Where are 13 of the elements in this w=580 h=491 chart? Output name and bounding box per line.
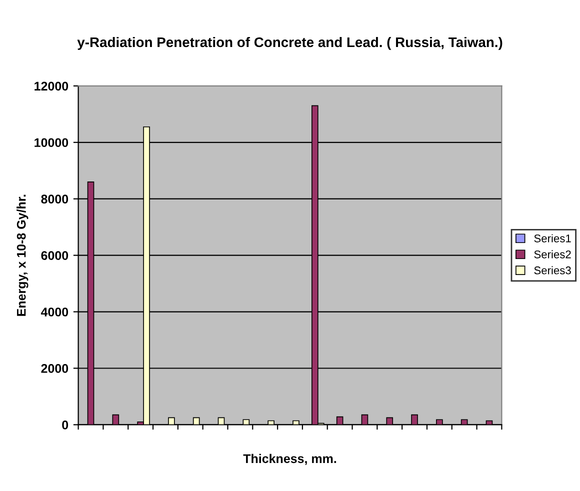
y-tick-label: 4000 <box>40 308 68 316</box>
chart-title: y-Radiation Penetration of Concrete and Lead. ( Russia, Taiwan.) <box>77 36 502 50</box>
legend-label: Series3 <box>534 266 571 274</box>
y-tick-label: 8000 <box>41 194 68 204</box>
y-axis-title: Energy, x 10-8 Gy/hr. <box>16 194 28 316</box>
y-tick-label: 6000 <box>41 251 68 260</box>
legend-label: Series1 <box>534 234 571 242</box>
y-tick-label: 0 <box>62 420 68 430</box>
y-tick-label: 12000 <box>34 82 68 91</box>
y-tick-label: 10000 <box>34 138 68 148</box>
legend-label: Series2 <box>534 250 571 258</box>
y-tick-label: 2000 <box>41 364 68 373</box>
x-axis-title: Thickness, mm. <box>243 454 336 465</box>
